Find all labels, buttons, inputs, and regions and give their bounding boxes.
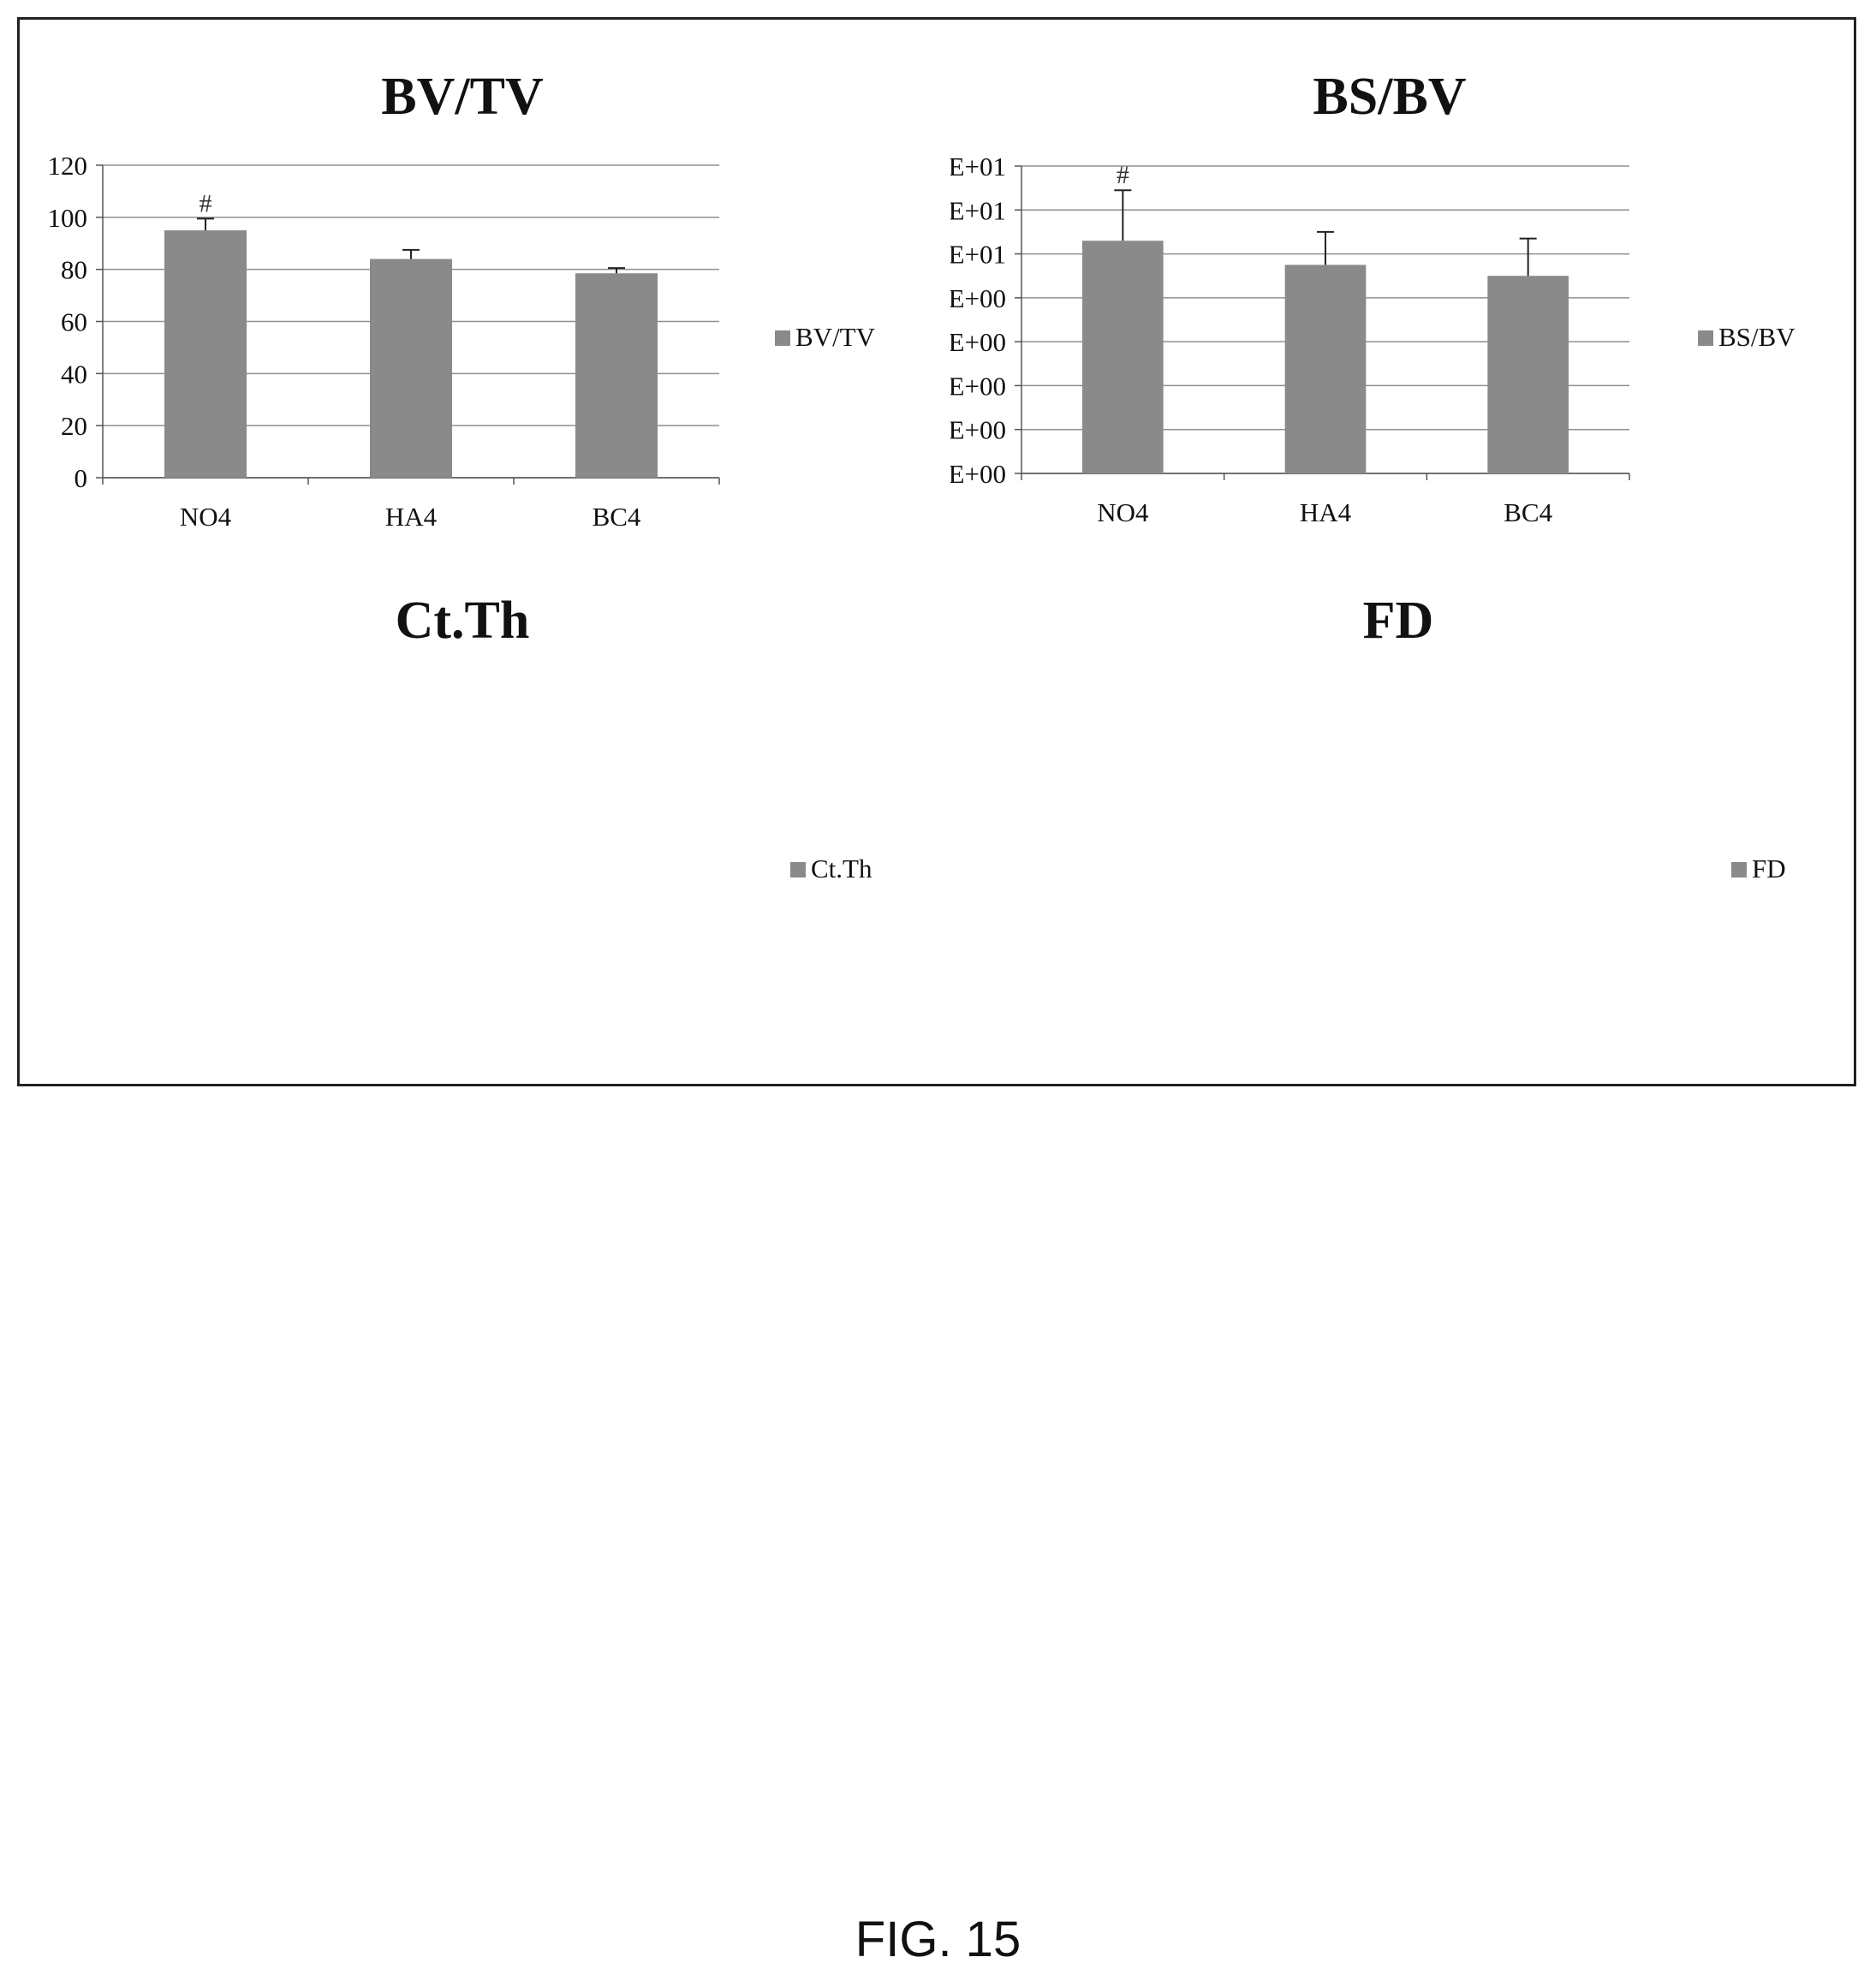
- y-tick-label: 60: [61, 307, 87, 337]
- bar: [1284, 265, 1367, 473]
- bar: [370, 259, 452, 478]
- y-tick-label: 100: [48, 203, 88, 233]
- chart-panel-fd: FD00.511.522.53NO4HA4BC4FD: [950, 551, 1854, 1084]
- significance-mark: #: [200, 189, 212, 217]
- y-tick-label: 6.00E+00: [950, 327, 1006, 357]
- chart-bs-bv: BS/BV 0.00E+00 2.00E+00 4.00E+00 6.00E+00 8.0…: [950, 68, 1796, 527]
- legend-swatch: [775, 330, 790, 346]
- figure-caption: FIG. 15: [855, 1912, 1021, 1967]
- y-tick-label: 1.20E+01: [950, 195, 1006, 225]
- y-tick-label: 0: [74, 463, 88, 493]
- figure-frame: [17, 17, 1856, 1086]
- y-tick-label: 2.00E+00: [950, 415, 1006, 445]
- y-tick-label: 80: [61, 255, 87, 285]
- y-tick-label: 120: [48, 151, 88, 181]
- x-tick-label: NO4: [1097, 497, 1149, 527]
- legend-swatch: [790, 862, 806, 877]
- chart-ct-th: Ct.Th00.10.20.30.40.50.60.7NO4#HA4BC4Ct.…: [396, 592, 872, 883]
- bar: [1487, 276, 1569, 473]
- x-tick-label: HA4: [385, 502, 438, 532]
- y-tick-label: 1.00E+01: [950, 240, 1006, 270]
- x-tick-label: NO4: [180, 502, 232, 532]
- y-tick-label: 4.00E+00: [950, 371, 1006, 401]
- chart-panel-bv-tv: BV/TV 0 20 40 60 80 100 120 NO4 # HA4 BC4 BV/TV: [20, 20, 950, 551]
- chart-title: BV/TV: [381, 68, 544, 126]
- y-tick-label: 20: [61, 411, 87, 441]
- significance-mark: #: [1117, 161, 1129, 189]
- x-tick-label: HA4: [1300, 497, 1352, 527]
- bar: [575, 273, 658, 478]
- legend-label: BV/TV: [795, 322, 876, 352]
- chart-title: Ct.Th: [396, 592, 530, 650]
- y-tick-label: 8.00E+00: [950, 283, 1006, 313]
- legend-label: BS/BV: [1718, 322, 1796, 352]
- legend-swatch: [1731, 862, 1747, 877]
- y-tick-label: 1.40E+01: [950, 152, 1006, 181]
- chart-title: FD: [1363, 592, 1434, 650]
- x-tick-label: BC4: [1504, 497, 1552, 527]
- chart-fd: FD00.511.522.53NO4HA4BC4FD: [1363, 592, 1786, 883]
- y-tick-label: 0.00E+00: [950, 459, 1006, 489]
- bar: [1082, 241, 1164, 473]
- chart-title: BS/BV: [1313, 68, 1466, 126]
- x-tick-label: BC4: [593, 502, 641, 532]
- legend-label: FD: [1752, 854, 1786, 883]
- chart-panel-bs-bv: BS/BV 0.00E+00 2.00E+00 4.00E+00 6.00E+00 8.0…: [950, 20, 1854, 551]
- chart-bv-tv: BV/TV 0 20 40 60 80 100 120 NO4 # HA4 BC4 BV/TV: [48, 68, 876, 532]
- legend-swatch: [1698, 330, 1713, 346]
- chart-panel-ct-th: Ct.Th00.10.20.30.40.50.60.7NO4#HA4BC4Ct.…: [20, 551, 950, 1084]
- bar: [164, 230, 247, 478]
- legend-label: Ct.Th: [811, 854, 872, 883]
- y-tick-label: 40: [61, 359, 87, 389]
